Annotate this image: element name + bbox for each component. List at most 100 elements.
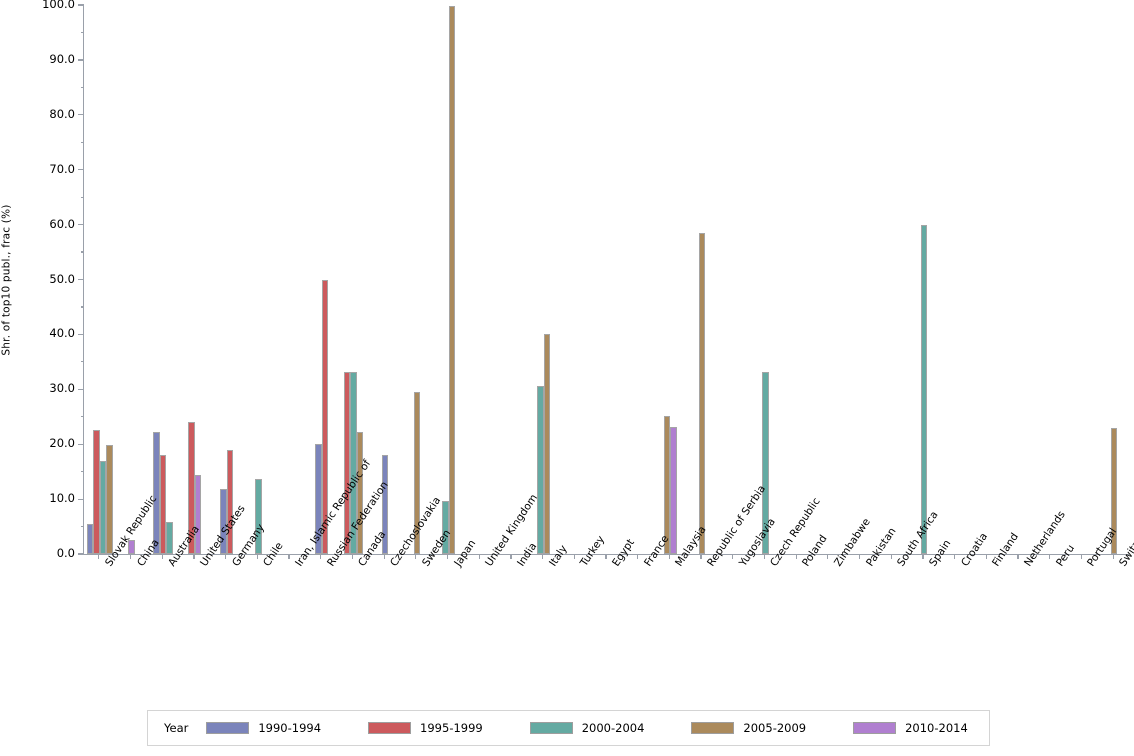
bar[interactable] bbox=[920, 224, 928, 554]
x-tick-mark bbox=[922, 555, 924, 559]
legend-entry[interactable]: 2005-2009 bbox=[691, 721, 843, 735]
bar[interactable] bbox=[537, 386, 544, 554]
legend-label: 1990-1994 bbox=[258, 721, 322, 735]
bar[interactable] bbox=[663, 416, 671, 554]
bar[interactable] bbox=[188, 422, 195, 554]
bar[interactable] bbox=[343, 371, 351, 554]
bar[interactable] bbox=[698, 232, 706, 554]
y-axis-title-text: Shr. of top10 publ., frac (%) bbox=[1, 204, 13, 356]
y-tick-mark bbox=[78, 388, 84, 390]
legend-swatch bbox=[853, 722, 897, 734]
y-tick-mark bbox=[80, 196, 84, 198]
bar[interactable] bbox=[356, 432, 364, 554]
legend-entry[interactable]: 2000-2004 bbox=[529, 721, 682, 735]
chart-legend: Year 1990-1994 1995-1999 2000-2004 2005-200… bbox=[147, 710, 990, 746]
bar[interactable] bbox=[153, 432, 160, 554]
bar-group bbox=[537, 6, 551, 554]
x-tick-mark bbox=[985, 555, 987, 559]
y-tick-label: 30.0 bbox=[49, 381, 75, 396]
y-tick-label: 20.0 bbox=[49, 436, 75, 451]
bar-group bbox=[255, 6, 262, 554]
bar[interactable] bbox=[220, 488, 227, 554]
x-axis-ticks: Slovak Republic China Australia United Stat… bbox=[83, 458, 1134, 755]
bar[interactable] bbox=[381, 454, 389, 554]
bar[interactable] bbox=[106, 444, 113, 554]
y-tick-mark bbox=[80, 141, 84, 143]
bar-group bbox=[188, 6, 202, 554]
x-tick-mark bbox=[1049, 555, 1051, 559]
bar[interactable] bbox=[86, 523, 94, 554]
y-tick-mark bbox=[78, 443, 84, 445]
y-axis-title: Shr. of top10 publ., frac (%) bbox=[0, 0, 14, 560]
legend-entry[interactable]: 1990-1994 bbox=[206, 721, 358, 735]
x-tick-mark bbox=[1017, 555, 1019, 559]
bar[interactable] bbox=[159, 454, 167, 554]
x-tick-mark bbox=[605, 555, 607, 559]
legend-title: Year bbox=[164, 721, 189, 735]
y-tick-mark bbox=[80, 86, 84, 88]
x-tick-mark bbox=[510, 555, 512, 559]
bar[interactable] bbox=[321, 280, 329, 554]
bar[interactable] bbox=[194, 474, 202, 554]
bar[interactable] bbox=[670, 427, 677, 554]
legend-entry[interactable]: 1995-1999 bbox=[368, 721, 520, 735]
legend-swatch bbox=[529, 722, 573, 734]
x-tick-mark bbox=[1080, 555, 1083, 559]
bar-group bbox=[86, 6, 113, 554]
bar-group bbox=[220, 6, 234, 554]
bar[interactable] bbox=[543, 334, 551, 554]
y-tick-mark bbox=[78, 169, 84, 171]
x-tick-mark bbox=[732, 555, 734, 559]
x-tick-mark bbox=[637, 555, 639, 559]
x-tick-mark bbox=[446, 555, 449, 559]
y-tick-mark bbox=[80, 416, 84, 418]
x-tick-mark bbox=[573, 555, 575, 559]
bar-group bbox=[1110, 6, 1118, 554]
x-tick-mark bbox=[98, 555, 100, 559]
bar-group bbox=[413, 6, 421, 554]
y-tick-label: 90.0 bbox=[49, 51, 75, 66]
bar[interactable] bbox=[99, 460, 107, 554]
legend-swatch bbox=[691, 722, 735, 734]
bar[interactable] bbox=[315, 444, 322, 554]
x-tick-mark bbox=[890, 555, 892, 559]
x-tick-mark bbox=[763, 555, 766, 559]
x-tick-mark bbox=[256, 555, 258, 559]
y-tick-label: 60.0 bbox=[49, 216, 75, 231]
bar[interactable] bbox=[166, 522, 173, 554]
bar[interactable] bbox=[128, 540, 135, 554]
bar[interactable] bbox=[255, 478, 262, 554]
bar[interactable] bbox=[1110, 427, 1118, 554]
x-tick-mark bbox=[858, 555, 861, 559]
legend-label: 2010-2014 bbox=[905, 721, 968, 735]
bar-group bbox=[128, 6, 135, 554]
legend-entry[interactable]: 2010-2014 bbox=[853, 721, 968, 735]
x-tick-mark bbox=[415, 555, 417, 559]
bar-group bbox=[343, 6, 364, 554]
y-tick-mark bbox=[80, 306, 84, 308]
x-tick-mark bbox=[225, 555, 227, 559]
x-tick-mark bbox=[288, 555, 290, 559]
x-tick-mark bbox=[1112, 555, 1114, 559]
x-tick-mark bbox=[827, 555, 829, 559]
bar[interactable] bbox=[448, 6, 455, 554]
y-tick-label: 10.0 bbox=[49, 491, 75, 506]
y-tick-label: 70.0 bbox=[49, 161, 75, 176]
bar[interactable] bbox=[442, 500, 449, 554]
x-tick-mark bbox=[478, 555, 480, 559]
bar-group bbox=[315, 6, 329, 554]
bar[interactable] bbox=[93, 430, 100, 554]
bar[interactable] bbox=[413, 391, 421, 554]
y-tick-mark bbox=[78, 278, 84, 281]
bar[interactable] bbox=[762, 371, 769, 554]
bar[interactable] bbox=[350, 371, 357, 554]
x-tick-mark bbox=[193, 555, 195, 559]
bar-group bbox=[663, 6, 677, 554]
x-tick-mark bbox=[320, 555, 322, 559]
y-tick-mark bbox=[78, 498, 84, 500]
legend-label: 1995-1999 bbox=[420, 721, 483, 735]
bar[interactable] bbox=[226, 449, 234, 554]
x-tick-mark bbox=[351, 555, 354, 559]
y-tick-label: 100.0 bbox=[42, 0, 75, 11]
